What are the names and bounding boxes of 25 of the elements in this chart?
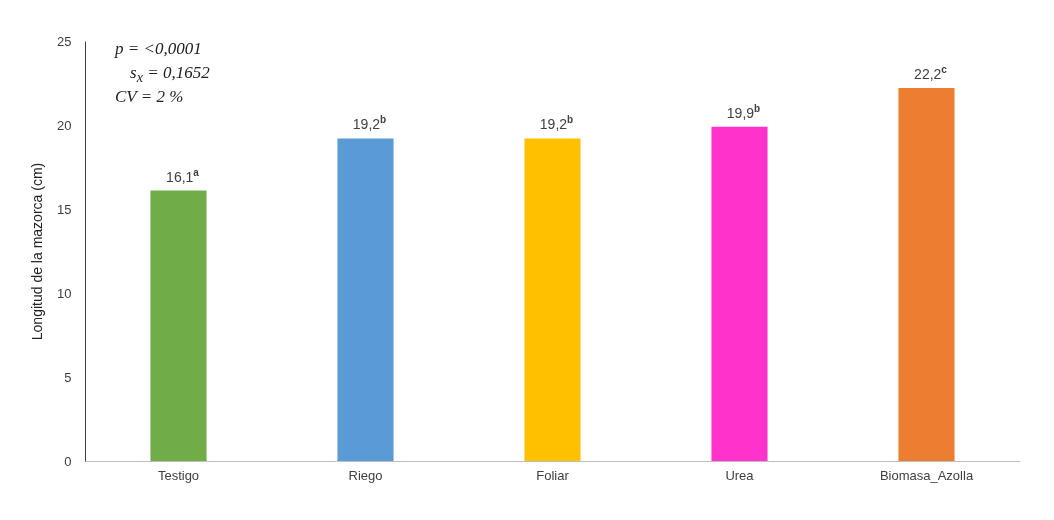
x-tick-label: Foliar — [536, 467, 570, 483]
y-tick-label: 20 — [57, 117, 72, 133]
bar — [898, 88, 955, 461]
data-label: 22,2$^{c}$ — [914, 64, 947, 83]
x-tick-label: Biomasa_Azolla — [879, 467, 974, 483]
x-tick-label: Urea — [725, 467, 755, 483]
annotation: p = <0,0001 — [115, 39, 202, 59]
x-tick-label: Riego — [348, 467, 383, 483]
y-axis-title: Longitud de la mazorca (cm) — [29, 162, 46, 341]
y-tick-label: 10 — [57, 285, 72, 301]
annotation: CV = 2 % — [115, 87, 184, 107]
bar — [337, 138, 394, 461]
bar — [711, 126, 768, 461]
y-tick-label: 5 — [64, 369, 72, 385]
data-label: 19,2$^{b}$ — [539, 114, 574, 133]
data-label: 16,1$^{a}$ — [166, 166, 199, 185]
data-label: 19,9$^{b}$ — [726, 103, 761, 121]
data-label: 19,2$^{b}$ — [352, 114, 387, 133]
bar — [150, 190, 207, 461]
bar — [524, 138, 581, 461]
y-tick-label: 15 — [57, 201, 72, 217]
y-tick-label: 25 — [57, 33, 72, 49]
y-tick-label: 0 — [64, 453, 72, 469]
annotation: s$_{x}$ = 0,1652 — [130, 63, 210, 87]
x-tick-label: Testigo — [157, 467, 200, 483]
